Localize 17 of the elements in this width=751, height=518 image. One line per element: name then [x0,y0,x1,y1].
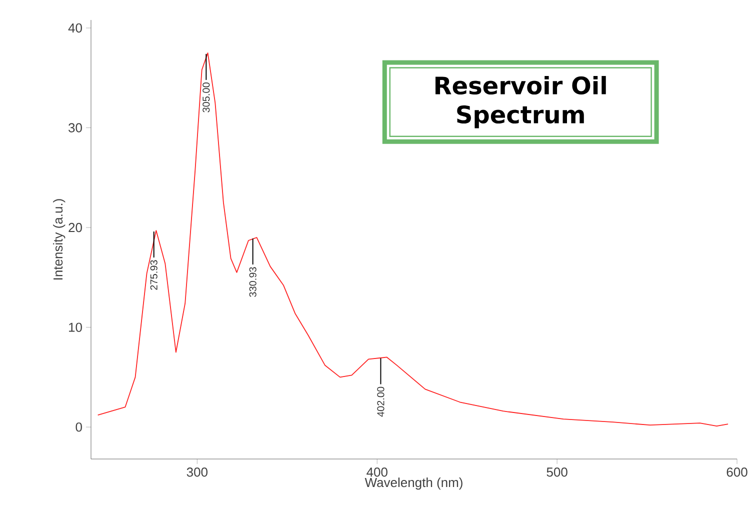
y-tick-label: 20 [68,222,82,232]
line-series [97,52,728,427]
y-tick-label: 30 [68,123,82,132]
x-tick-label: 500 [546,468,568,477]
annotation: 305.00 [202,82,210,112]
text: Reservoir Oil Spectrum [436,76,606,128]
annotation: 402.00 [377,386,384,417]
y-tick-label: 10 [69,322,82,332]
x-tick-label: 300 [186,468,208,477]
x-tick-label: 400 [366,468,388,477]
annotation: 330.93 [249,267,256,297]
x-tick-label: 600 [726,468,748,477]
y-tick-label: 0 [76,422,82,432]
x-axis-title: Wavelength (nm) [364,478,462,490]
annotation: 275.93 [150,260,158,290]
y-axis-title: Intensity (a.u.) [53,199,66,280]
y-tick-label: 40 [68,23,82,33]
